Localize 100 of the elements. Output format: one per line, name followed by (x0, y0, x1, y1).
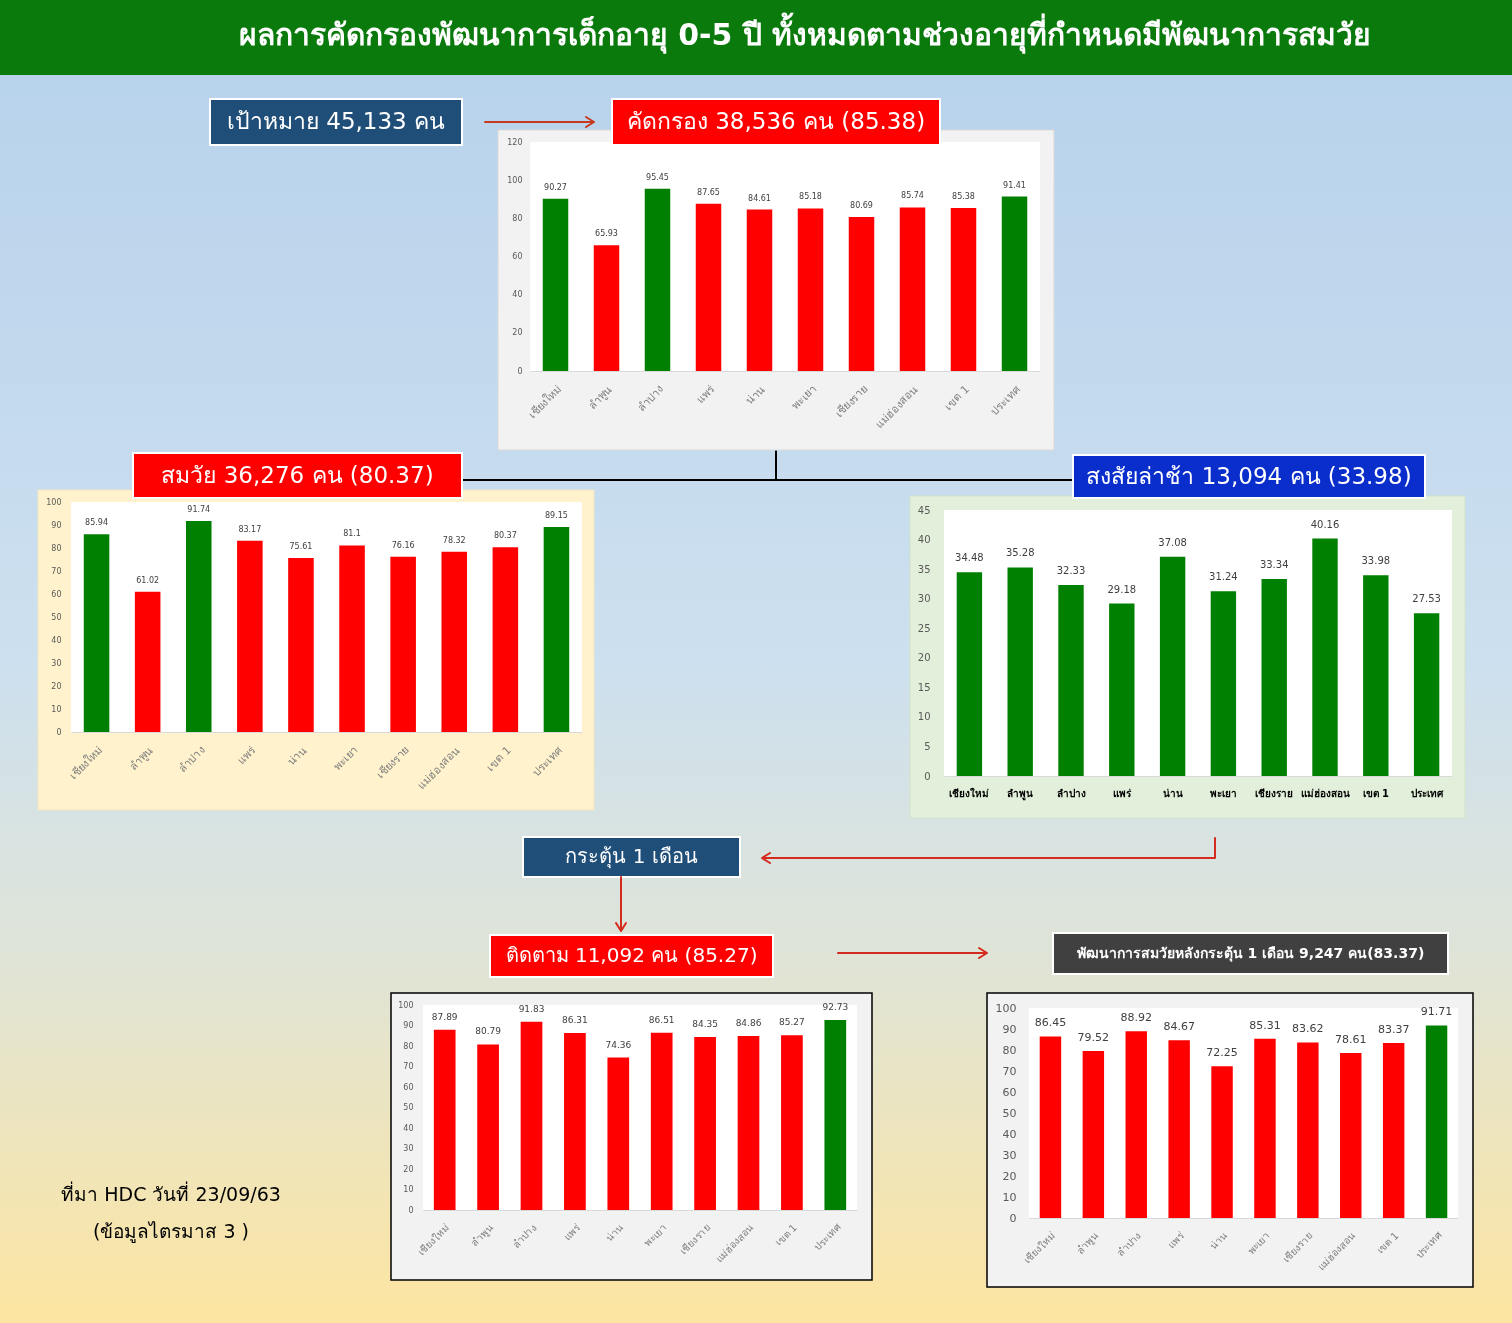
data-label: 29.18 (1107, 583, 1137, 595)
y-tick-label: 50 (403, 1103, 414, 1112)
data-label: 86.45 (1034, 1016, 1067, 1030)
y-tick-label: 100 (995, 1001, 1017, 1015)
bar (1082, 1051, 1105, 1218)
data-label: 92.73 (822, 1001, 849, 1012)
bar (288, 558, 314, 732)
y-tick-label: 60 (403, 1082, 414, 1092)
text: (ข้อมูลไตรมาส 3 ) (93, 1220, 249, 1243)
data-label: 81.1 (343, 529, 361, 539)
bar (237, 540, 263, 732)
data-label: 33.34 (1259, 558, 1289, 570)
bar (1210, 591, 1237, 776)
data-label: 87.89 (431, 1011, 458, 1022)
data-label: 75.61 (289, 542, 313, 552)
bar (1363, 575, 1389, 776)
y-tick-label: 90 (403, 1021, 414, 1030)
y-tick-label: 30 (1002, 1148, 1017, 1162)
x-tick-label: เขต 1 (1362, 787, 1390, 799)
data-label: 35.28 (1005, 547, 1035, 559)
bar (1254, 1038, 1276, 1218)
data-label: 78.32 (442, 535, 466, 545)
bar (542, 198, 569, 371)
y-tick-label: 0 (924, 770, 931, 782)
data-label: 85.74 (901, 191, 924, 201)
y-tick-label: 80 (1002, 1043, 1017, 1057)
y-tick-label: 40 (51, 635, 62, 645)
y-tick-label: 70 (51, 566, 62, 576)
data-label: 91.41 (1003, 180, 1026, 190)
bar (1312, 538, 1338, 776)
data-label: 80.37 (493, 531, 517, 541)
bar (737, 1036, 760, 1210)
data-label: 85.94 (85, 518, 108, 528)
data-label: 61.02 (136, 575, 160, 585)
bar (797, 208, 824, 371)
data-label: 32.33 (1056, 564, 1086, 576)
y-tick-label: 45 (917, 504, 931, 516)
data-label: 90.27 (544, 182, 567, 192)
x-tick-label: แม่ฮ่องสอน (1300, 787, 1350, 799)
data-label: 27.53 (1412, 593, 1441, 605)
bar (1297, 1042, 1319, 1218)
bar (1039, 1036, 1062, 1218)
bar (899, 207, 926, 371)
data-label: 40.16 (1310, 518, 1340, 530)
y-tick-label: 0 (1009, 1211, 1017, 1225)
text: เป้าหมาย 45,133 คน (226, 108, 446, 134)
x-tick-label: แพร่ (1165, 1229, 1187, 1251)
y-tick-label: 5 (924, 740, 931, 752)
bar (644, 188, 671, 371)
y-tick-label: 90 (1002, 1022, 1017, 1036)
y-tick-label: 20 (917, 652, 931, 664)
bar (477, 1044, 499, 1210)
y-tick-label: 40 (917, 534, 931, 546)
y-tick-label: 10 (1002, 1190, 1017, 1204)
bar (1340, 1052, 1362, 1218)
bar (694, 1037, 716, 1210)
data-label: 84.67 (1163, 1020, 1195, 1034)
data-label: 83.37 (1377, 1022, 1410, 1036)
bar (1058, 584, 1084, 776)
bar (1001, 196, 1028, 371)
y-tick-label: 30 (917, 593, 931, 605)
bar (1109, 603, 1135, 776)
data-label: 86.51 (648, 1014, 675, 1025)
bar (1425, 1025, 1448, 1218)
x-tick-label: เขต 1 (483, 743, 514, 774)
y-tick-label: 35 (917, 563, 931, 575)
x-tick-label: แพร่ (693, 382, 717, 407)
data-label: 89.15 (545, 510, 568, 520)
x-tick-label: เขต 1 (773, 1221, 799, 1248)
y-tick-label: 20 (1002, 1169, 1017, 1183)
bar (1007, 567, 1033, 776)
bar (564, 1033, 586, 1210)
data-label: 84.61 (748, 193, 771, 203)
bar (1159, 556, 1186, 776)
y-tick-label: 40 (1002, 1127, 1017, 1141)
data-label: 95.45 (646, 172, 669, 182)
y-tick-label: 100 (507, 175, 523, 185)
x-tick-label: เชียงใหม่ (949, 786, 990, 799)
data-label: 86.31 (562, 1015, 588, 1026)
y-tick-label: 70 (403, 1062, 414, 1071)
y-tick-label: 80 (403, 1041, 414, 1051)
y-tick-label: 60 (51, 589, 62, 599)
data-label: 88.92 (1120, 1011, 1152, 1025)
x-tick-label: น่าน (284, 743, 310, 769)
y-tick-label: 120 (507, 137, 523, 147)
x-tick-label: แพร่ (235, 743, 259, 768)
chart-title: คัดกรอง 38,536 คน (85.38) (626, 108, 926, 134)
bar (607, 1057, 630, 1210)
bar (339, 545, 365, 732)
bar (520, 1021, 543, 1210)
data-label: 83.17 (238, 524, 262, 534)
data-label: 84.86 (735, 1018, 762, 1029)
bar (781, 1035, 803, 1210)
data-label: 37.08 (1158, 536, 1187, 548)
y-tick-label: 0 (408, 1205, 414, 1215)
y-tick-label: 20 (51, 681, 62, 691)
bar (1261, 578, 1287, 776)
x-tick-label: น่าน (1207, 1229, 1230, 1252)
y-tick-label: 100 (398, 1000, 414, 1010)
chart-title: สมวัย 36,276 คน (80.37) (161, 461, 434, 488)
